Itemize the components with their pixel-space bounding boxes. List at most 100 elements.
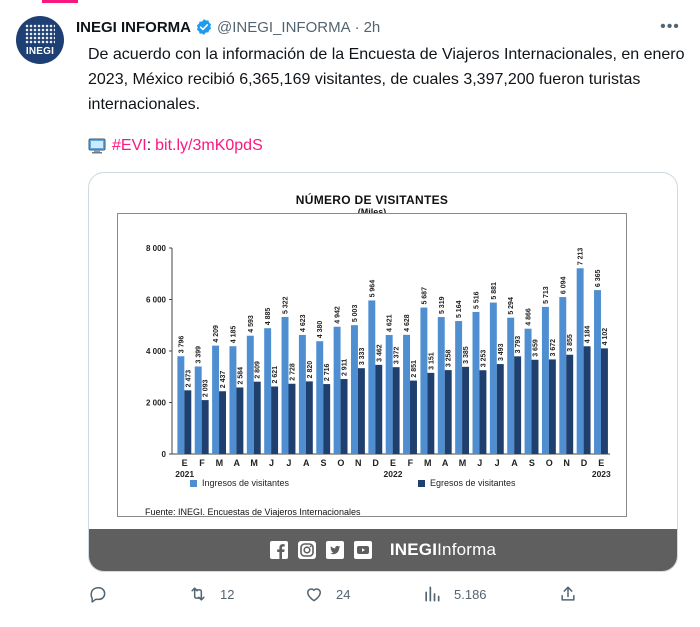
data-label-ingresos: 5 881 — [491, 282, 498, 300]
avatar-logo-text: INEGI — [25, 46, 55, 57]
facebook-icon — [269, 541, 288, 559]
author-name[interactable]: INEGI INFORMA — [76, 18, 191, 36]
bar-ingresos — [524, 328, 532, 454]
bar-ingresos — [576, 268, 584, 454]
tweet-time[interactable]: 2h — [363, 18, 381, 36]
x-category-label: E — [390, 458, 396, 468]
data-label-ingresos: 4 885 — [265, 308, 272, 326]
data-label-ingresos: 5 294 — [508, 297, 515, 315]
data-label-egresos: 2 851 — [411, 360, 418, 378]
instagram-icon — [297, 541, 316, 559]
data-label-egresos: 3 855 — [567, 334, 574, 352]
data-label-ingresos: 4 380 — [317, 321, 324, 339]
data-label-egresos: 3 385 — [463, 346, 470, 364]
retweet-button[interactable]: 12 — [188, 584, 234, 604]
x-category-label: M — [216, 458, 224, 468]
data-label-ingresos: 5 713 — [543, 286, 550, 304]
bar-egresos — [496, 364, 504, 454]
x-category-label: M — [459, 458, 467, 468]
data-label-ingresos: 3 399 — [196, 346, 203, 364]
views-icon — [425, 586, 440, 602]
bar-ingresos — [264, 328, 272, 454]
bar-egresos — [410, 380, 417, 454]
twitter-icon — [325, 541, 344, 559]
data-label-egresos: 3 253 — [480, 350, 487, 368]
bar-ingresos — [489, 302, 497, 454]
tweet-media-image[interactable]: NÚMERO DE VISITANTES (Miles) 0 2 000 4 000… — [88, 172, 678, 572]
data-label-egresos: 2 716 — [324, 363, 331, 381]
data-label-egresos: 2 820 — [307, 361, 314, 379]
bar-ingresos — [316, 341, 324, 454]
inegi-informa-brand: INEGIInforma — [390, 540, 496, 560]
bar-egresos — [236, 387, 244, 454]
y-tick-label: 8 000 — [146, 244, 167, 253]
views-button[interactable]: 5.186 — [422, 584, 487, 604]
bar-ingresos — [177, 356, 185, 454]
x-category-label: M — [250, 458, 258, 468]
data-label-ingresos: 5 164 — [456, 300, 463, 318]
x-category-label: J — [269, 458, 274, 468]
reply-button[interactable] — [88, 584, 120, 604]
bar-egresos — [184, 390, 192, 454]
bar-egresos — [288, 383, 296, 454]
x-category-label: E — [598, 458, 604, 468]
x-category-label: E — [182, 458, 188, 468]
chart-title: NÚMERO DE VISITANTES — [295, 193, 449, 207]
like-button[interactable]: 24 — [304, 584, 350, 604]
share-icon — [561, 586, 575, 601]
data-label-ingresos: 4 866 — [526, 308, 533, 326]
data-label-egresos: 2 093 — [203, 379, 210, 397]
bar-ingresos — [212, 345, 220, 454]
data-label-egresos: 3 372 — [394, 347, 401, 365]
data-label-egresos: 2 728 — [289, 363, 296, 381]
x-category-label: F — [199, 458, 205, 468]
bar-egresos — [375, 364, 383, 454]
x-category-label: O — [546, 458, 553, 468]
chart-subtitle: (Miles) — [357, 207, 387, 217]
data-label-ingresos: 6 094 — [560, 276, 567, 294]
bar-egresos — [253, 381, 261, 454]
more-options-icon[interactable]: ••• — [660, 18, 680, 35]
hashtag-link[interactable]: #EVI — [112, 137, 147, 154]
bar-ingresos — [472, 311, 480, 454]
bar-ingresos — [541, 306, 549, 454]
retweet-icon — [191, 587, 205, 601]
data-label-egresos: 2 911 — [342, 359, 349, 376]
views-count: 5.186 — [454, 586, 487, 602]
bar-egresos — [566, 354, 574, 454]
data-label-egresos: 2 809 — [255, 361, 262, 379]
data-label-egresos: 2 473 — [185, 370, 192, 388]
bar-egresos — [462, 366, 470, 454]
bar-ingresos — [281, 316, 289, 454]
x-year-label: 2022 — [384, 469, 403, 479]
data-label-ingresos: 5 964 — [369, 280, 376, 298]
bar-egresos — [357, 368, 365, 454]
data-label-egresos: 2 621 — [272, 366, 279, 384]
avatar[interactable]: INEGI — [16, 16, 64, 64]
share-button[interactable] — [558, 584, 590, 604]
y-tick-label: 0 — [162, 450, 167, 459]
bar-ingresos — [194, 366, 202, 454]
x-year-label: 2023 — [592, 469, 611, 479]
tweet-text: De acuerdo con la información de la Encu… — [88, 46, 685, 113]
tweet-actions: 12 24 5.186 — [88, 584, 588, 608]
x-category-label: N — [563, 458, 570, 468]
bar-egresos — [583, 346, 591, 454]
author-handle[interactable]: @INEGI_INFORMA — [217, 18, 351, 36]
data-label-egresos: 4 184 — [585, 326, 592, 344]
data-label-egresos: 3 793 — [515, 336, 522, 354]
chart-source-note: Fuente: INEGI. Encuestas de Viajeros Int… — [145, 507, 361, 517]
bar-ingresos — [420, 307, 428, 454]
data-label-egresos: 3 151 — [428, 352, 435, 370]
bar-ingresos — [350, 325, 358, 454]
x-category-label: D — [581, 458, 588, 468]
heart-icon — [307, 588, 321, 602]
bar-egresos — [514, 356, 522, 454]
legend-swatch — [418, 480, 425, 487]
short-url-link[interactable]: bit.ly/3mK0pdS — [155, 137, 263, 154]
bar-ingresos — [298, 334, 306, 454]
verified-badge-icon — [196, 19, 212, 35]
x-category-label: M — [424, 458, 432, 468]
bar-egresos — [305, 381, 313, 454]
data-label-egresos: 3 462 — [376, 344, 383, 362]
